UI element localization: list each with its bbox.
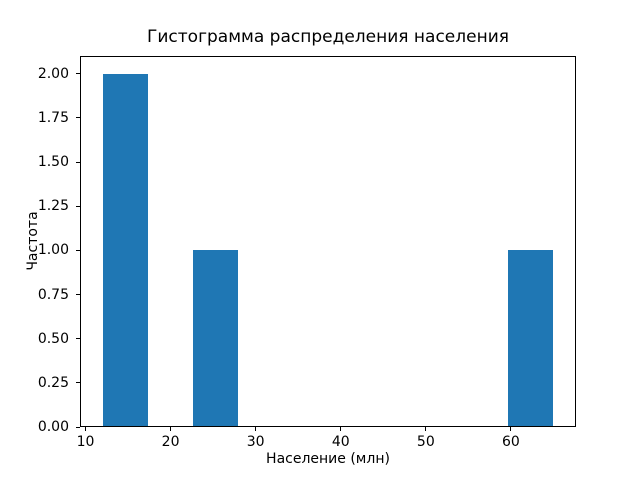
y-tick-label: 2.00 <box>37 65 69 82</box>
x-tick-label: 50 <box>416 434 435 450</box>
x-tick-mark <box>510 427 512 431</box>
x-tick-mark <box>425 427 427 431</box>
y-tick-label: 1.00 <box>37 242 69 259</box>
histogram-bar <box>508 250 554 427</box>
y-tick-label: 0.25 <box>37 374 69 391</box>
x-tick-label: 40 <box>331 434 350 450</box>
y-tick-mark <box>76 249 80 251</box>
x-axis-label: Население (млн) <box>266 451 390 467</box>
x-tick-label: 10 <box>76 434 95 450</box>
y-tick-mark <box>76 382 80 384</box>
chart-title: Гистограмма распределения населения <box>147 27 509 47</box>
x-tick-mark <box>255 427 257 431</box>
y-tick-mark <box>76 73 80 75</box>
histogram-bar <box>102 73 148 427</box>
x-tick-label: 60 <box>501 434 520 450</box>
y-tick-label: 1.75 <box>37 109 69 126</box>
x-tick-mark <box>85 427 87 431</box>
x-tick-label: 20 <box>161 434 180 450</box>
x-tick-mark <box>340 427 342 431</box>
plot-area <box>80 56 576 427</box>
y-tick-mark <box>76 117 80 119</box>
axes-frame <box>80 56 576 427</box>
y-tick-label: 0.50 <box>37 330 69 347</box>
y-tick-label: 1.25 <box>37 198 69 215</box>
x-tick-label: 30 <box>246 434 265 450</box>
histogram-bar <box>192 250 238 427</box>
y-tick-label: 0.00 <box>37 419 69 435</box>
y-axis-label: Частота <box>25 211 41 271</box>
y-tick-mark <box>76 294 80 295</box>
y-tick-mark <box>76 161 80 163</box>
y-tick-mark <box>76 338 80 340</box>
y-tick-label: 0.75 <box>37 286 69 303</box>
y-tick-label: 1.50 <box>37 154 69 170</box>
y-tick-mark <box>76 426 80 428</box>
y-tick-mark <box>76 205 80 207</box>
x-tick-mark <box>170 427 172 431</box>
